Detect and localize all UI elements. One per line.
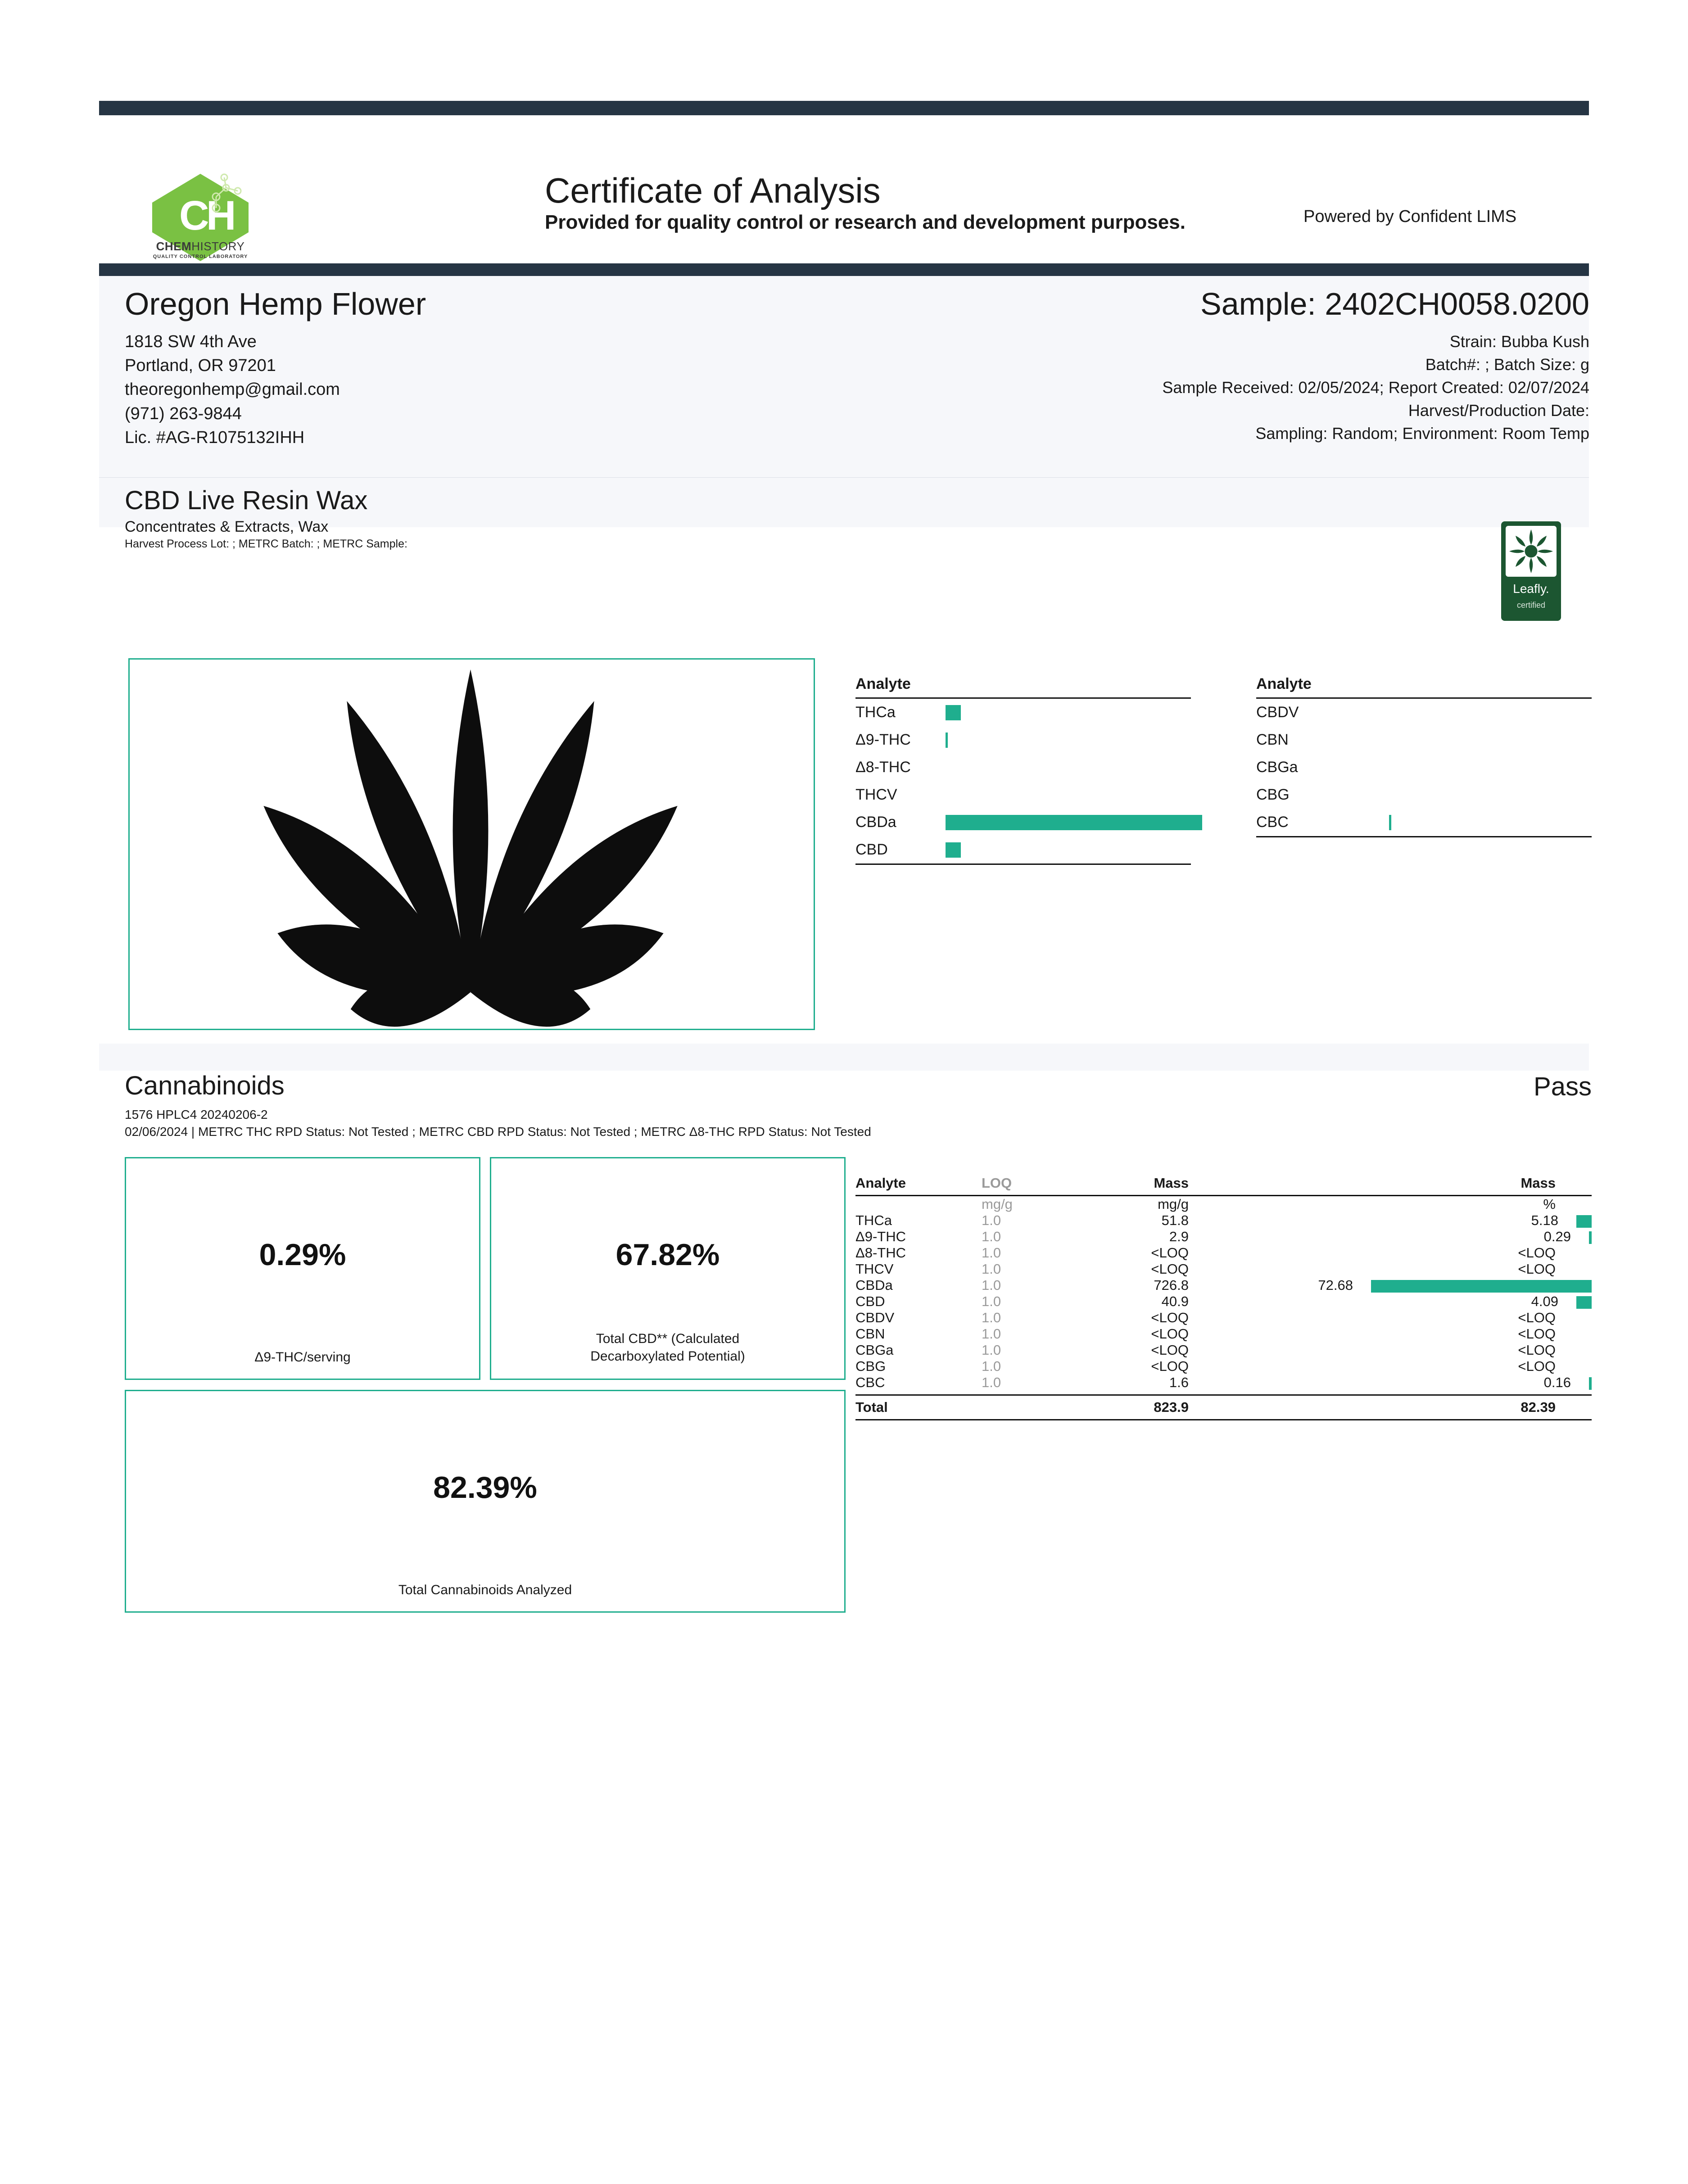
svg-text:H: H	[206, 193, 236, 239]
svg-text:C: C	[179, 193, 209, 239]
